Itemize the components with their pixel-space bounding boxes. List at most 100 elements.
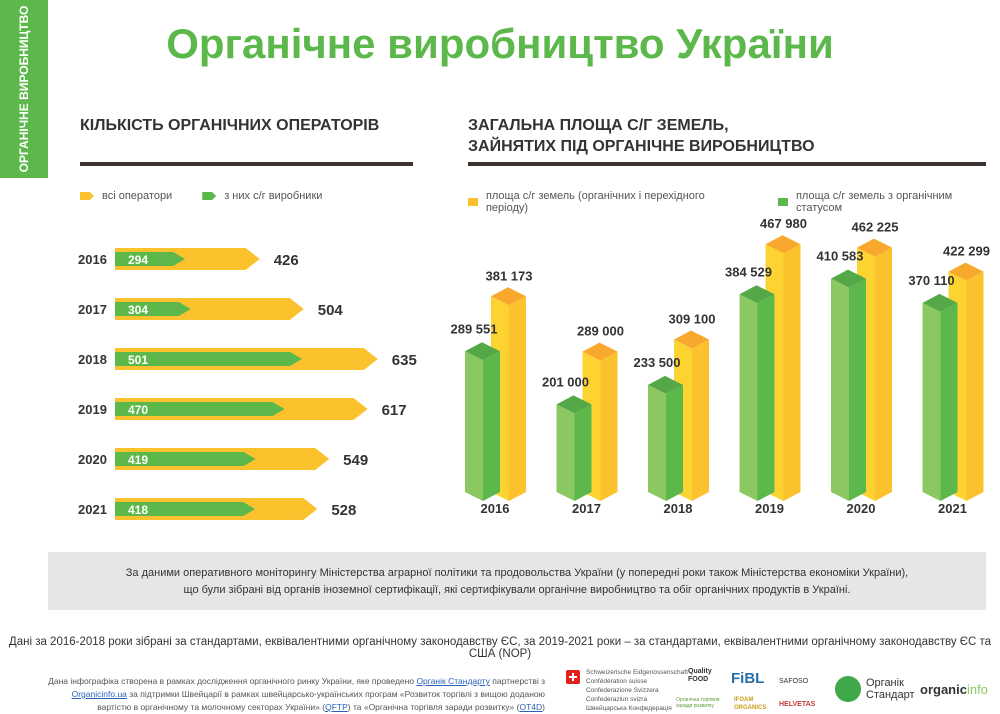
ot4d-logo: Органічна торгівля заради розвитку <box>676 697 720 709</box>
bar-total-area-top <box>582 342 618 361</box>
bar-organic-area-side <box>757 294 775 501</box>
legend-swatch-yellow <box>80 192 94 200</box>
bar-total-area-side <box>600 351 618 501</box>
bar-producers <box>115 302 191 316</box>
bar-total-area-top <box>948 262 984 281</box>
bar-organic-area-top <box>922 293 958 312</box>
link-organic-standard[interactable]: Органік Стандарту <box>416 676 490 686</box>
bar-producers <box>115 452 256 466</box>
producers-value-label: 294 <box>128 253 148 267</box>
logo-text: organic <box>920 682 967 697</box>
year-label: 2020 <box>78 452 107 467</box>
year-label: 2017 <box>572 501 601 516</box>
bar-total-area-side <box>966 271 984 501</box>
organic-area-value-label: 370 110 <box>908 273 954 288</box>
all-operators-value-label: 617 <box>382 402 407 419</box>
land-area-chart: 289 551 381 173 2016 201 000 289 000 2017 233 … <box>451 216 991 516</box>
legend-swatch-yellow <box>468 198 478 206</box>
bar-producers <box>115 402 285 416</box>
land-heading: ЗАГАЛЬНА ПЛОЩА С/Г ЗЕМЕЛЬ, ЗАЙНЯТИХ ПІД О… <box>468 115 815 157</box>
legend-label: з них с/г виробники <box>224 190 323 202</box>
year-label: 2017 <box>78 302 107 317</box>
logo-text: info <box>966 682 988 697</box>
swiss-flag-logo <box>566 670 580 684</box>
link-organicinfo[interactable]: Organicinfo.ua <box>71 689 127 699</box>
all-operators-value-label: 504 <box>318 302 344 319</box>
all-operators-value-label: 549 <box>343 452 368 469</box>
operators-legend: всі оператори з них с/г виробники <box>80 190 322 202</box>
total-area-value-label: 422 299 <box>943 244 990 259</box>
helvetas-logo: HELVETAS <box>779 701 816 708</box>
total-area-value-label: 309 100 <box>669 312 716 327</box>
organic-area-value-label: 410 583 <box>817 249 864 264</box>
organic-standard-logo-icon <box>835 676 861 702</box>
bar-total-area-side <box>509 296 526 501</box>
legend-label: площа с/г земель (органічних і перехідно… <box>485 190 705 214</box>
bar-organic-area-front <box>831 278 849 501</box>
quality-food-logo: Quality FOOD <box>688 668 712 683</box>
land-heading-line1: ЗАГАЛЬНА ПЛОЩА С/Г ЗЕМЕЛЬ, <box>468 117 729 134</box>
credit-part: ) <box>542 702 545 712</box>
land-heading-line2: ЗАЙНЯТИХ ПІД ОРГАНІЧНЕ ВИРОБНИЦТВО <box>468 138 815 155</box>
bar-organic-area-side <box>940 302 958 501</box>
source-note: За даними оперативного моніторингу Мініс… <box>48 552 986 610</box>
bar-organic-area-top <box>556 395 592 414</box>
total-area-value-label: 467 980 <box>760 216 807 231</box>
total-area-value-label: 381 173 <box>486 268 533 283</box>
credit-part: за підтримки Швейцарії в рамках швейцарс… <box>97 689 545 712</box>
link-qftp[interactable]: QFTP <box>325 702 348 712</box>
credit-part: партнерстві з <box>489 676 545 686</box>
ifoam-logo: IFOAM ORGANICS <box>734 697 767 711</box>
organic-standard-logo: Органік Стандарт <box>866 677 915 701</box>
bar-total-area-top <box>491 287 526 306</box>
producers-value-label: 419 <box>128 453 148 467</box>
swiss-confederation-text: Schweizerische Eidgenossenschaft Confédér… <box>586 668 688 704</box>
year-label: 2018 <box>78 352 107 367</box>
divider <box>468 162 986 166</box>
organic-area-value-label: 201 000 <box>542 374 589 389</box>
credit-part: Дана інфографіка створена в рамках дослі… <box>48 676 417 686</box>
bar-organic-area-front <box>739 294 758 501</box>
link-ot4d[interactable]: OT4D <box>519 702 543 712</box>
bar-organic-area-side <box>849 278 866 501</box>
bar-producers <box>115 352 303 366</box>
organicinfo-logo: organicinfo <box>920 682 988 697</box>
year-label: 2016 <box>78 252 107 267</box>
note-line: що були зібрані від органів іноземної се… <box>183 584 851 596</box>
legend-swatch-green <box>778 198 788 206</box>
bar-organic-area-front <box>648 384 666 501</box>
operators-heading: КІЛЬКІСТЬ ОРГАНІЧНИХ ОПЕРАТОРІВ <box>80 117 380 134</box>
logo-text: Confederazione Svizzera <box>586 687 659 694</box>
year-label: 2021 <box>78 502 107 517</box>
year-label: 2019 <box>78 402 107 417</box>
organic-area-value-label: 384 529 <box>725 264 772 279</box>
bar-total-area-side <box>692 339 709 501</box>
credit-part: ) та «Органічна торгівля заради розвитку… <box>347 702 520 712</box>
bar-total-area-top <box>857 238 892 257</box>
logo-text: Органік <box>866 677 904 689</box>
page-title: Органічне виробництво України <box>166 20 834 67</box>
bar-organic-area-front <box>465 351 483 501</box>
credit-text: Дана інфографіка створена в рамках дослі… <box>40 675 545 714</box>
organic-area-value-label: 289 551 <box>451 321 498 336</box>
bar-organic-area-top <box>465 342 500 361</box>
year-label: 2016 <box>481 501 510 516</box>
organic-area-value-label: 233 500 <box>634 355 681 370</box>
bar-total-area-top <box>765 235 801 254</box>
total-area-value-label: 289 000 <box>577 324 624 339</box>
legend-swatch-green <box>202 192 217 200</box>
bar-organic-area-side <box>666 384 683 501</box>
producers-value-label: 418 <box>128 503 148 517</box>
bar-organic-area-front <box>922 302 941 501</box>
all-operators-value-label: 528 <box>331 502 356 519</box>
legend-label: площа с/г земель з органічним статусом <box>795 190 953 214</box>
footnote: Дані за 2016-2018 роки зібрані за станда… <box>8 636 992 660</box>
bar-organic-area-side <box>574 404 592 501</box>
total-area-value-label: 462 225 <box>852 220 899 235</box>
bar-organic-area-top <box>648 375 683 394</box>
sidebar-strip: ОРГАНІЧНЕ ВИРОБНИЦТВО <box>0 0 48 178</box>
year-label: 2019 <box>755 501 784 516</box>
land-legend: площа с/г земель (органічних і перехідно… <box>468 190 1000 214</box>
logo-text: Confédération suisse <box>586 678 648 685</box>
all-operators-value-label: 426 <box>274 252 299 269</box>
